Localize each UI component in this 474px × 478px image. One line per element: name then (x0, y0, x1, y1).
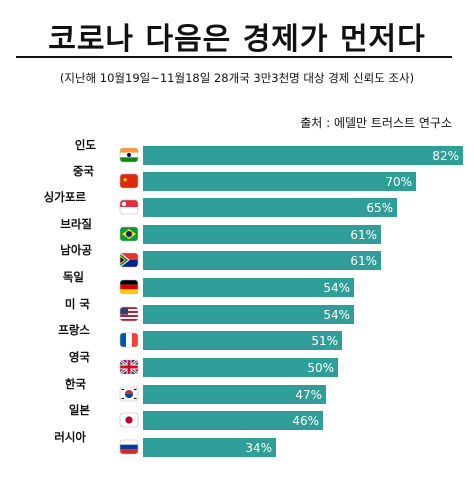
bar-value-label: 46% (292, 414, 319, 428)
japan-flag-icon (119, 412, 139, 428)
france-flag-icon (119, 332, 139, 348)
bar (143, 358, 338, 377)
country-label: 러시아 (54, 430, 86, 444)
country-label: 브라질 (60, 217, 92, 231)
country-label: 미 국 (65, 297, 91, 311)
bar-value-label: 34% (245, 441, 272, 455)
bar-value-label: 54% (323, 281, 350, 295)
singapore-flag-icon (119, 199, 139, 215)
country-label: 싱가포르 (44, 190, 87, 204)
country-label: 남아공 (60, 243, 92, 257)
country-label: 일본 (69, 403, 91, 417)
bar (143, 305, 354, 324)
china-flag-icon: ★ (119, 173, 139, 189)
bar-value-label: 51% (311, 334, 338, 348)
germany-flag-icon (119, 279, 139, 295)
country-label: 영국 (69, 350, 91, 364)
bar-value-label: 65% (366, 201, 393, 215)
bar-value-label: 47% (295, 388, 322, 402)
bar (143, 411, 323, 430)
bar-value-label: 61% (350, 254, 377, 268)
south-africa-flag-icon (119, 252, 139, 268)
bar (143, 331, 342, 350)
bar-value-label: 70% (385, 175, 412, 189)
title-underline (16, 56, 452, 58)
chart-subtitle: (지난해 10월19일~11월18일 28개국 3만3천명 대상 경제 신뢰도 … (59, 71, 415, 85)
usa-flag-icon (119, 306, 139, 322)
uk-flag-icon (119, 359, 139, 375)
brazil-flag-icon (119, 226, 139, 242)
bar (143, 146, 463, 165)
bar-value-label: 61% (350, 228, 377, 242)
country-label: 한국 (65, 377, 87, 391)
bar (143, 225, 381, 244)
russia-flag-icon (119, 439, 139, 455)
country-label: 독일 (63, 270, 84, 284)
svg-text:★: ★ (122, 176, 128, 184)
bar (143, 198, 397, 217)
bar-value-label: 54% (323, 308, 350, 322)
bar (143, 278, 354, 297)
bar (143, 251, 381, 270)
bar (143, 385, 326, 404)
country-label: 인도 (75, 138, 97, 152)
country-label: 프랑스 (58, 323, 90, 337)
korea-flag-icon (119, 386, 139, 402)
source-note: 출처 : 에델만 트러스트 연구소 (300, 116, 452, 130)
country-label: 중국 (73, 164, 95, 178)
bar-value-label: 82% (432, 149, 459, 163)
india-flag-icon (119, 147, 139, 163)
bar-value-label: 50% (307, 361, 334, 375)
bar (143, 172, 416, 191)
chart-title: 코로나 다음은 경제가 먼저다 (48, 22, 426, 57)
bar (143, 438, 276, 457)
